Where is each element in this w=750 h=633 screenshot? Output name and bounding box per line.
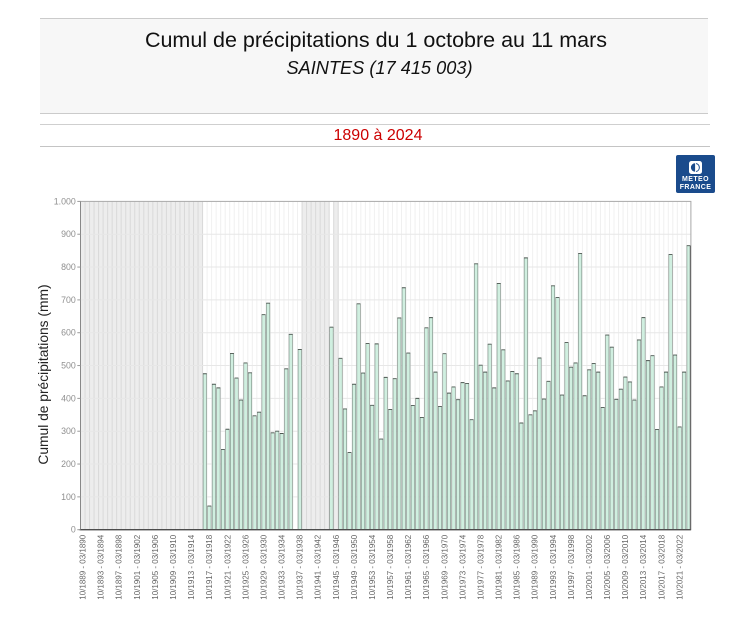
- svg-text:10/1969 - 03/1970: 10/1969 - 03/1970: [440, 534, 449, 599]
- svg-text:10/1913 - 03/1914: 10/1913 - 03/1914: [187, 534, 196, 599]
- svg-text:10/1897 - 03/1898: 10/1897 - 03/1898: [115, 534, 124, 599]
- svg-text:0: 0: [71, 525, 76, 535]
- svg-text:10/1901 - 03/1902: 10/1901 - 03/1902: [133, 534, 142, 599]
- svg-text:10/2013 - 03/2014: 10/2013 - 03/2014: [639, 534, 648, 599]
- svg-text:10/1889 - 03/1890: 10/1889 - 03/1890: [79, 534, 88, 599]
- svg-text:900: 900: [61, 229, 76, 239]
- svg-text:10/1925 - 03/1926: 10/1925 - 03/1926: [241, 534, 250, 599]
- svg-text:10/1921 - 03/1922: 10/1921 - 03/1922: [223, 534, 232, 599]
- svg-text:600: 600: [61, 328, 76, 338]
- svg-text:10/1977 - 03/1978: 10/1977 - 03/1978: [476, 534, 485, 599]
- svg-text:700: 700: [61, 295, 76, 305]
- svg-text:10/2005 - 03/2006: 10/2005 - 03/2006: [603, 534, 612, 599]
- svg-text:10/1965 - 03/1966: 10/1965 - 03/1966: [422, 534, 431, 599]
- svg-text:10/1909 - 03/1910: 10/1909 - 03/1910: [169, 534, 178, 599]
- svg-text:10/1953 - 03/1954: 10/1953 - 03/1954: [368, 534, 377, 599]
- svg-text:10/1993 - 03/1994: 10/1993 - 03/1994: [549, 534, 558, 599]
- svg-text:10/2009 - 03/2010: 10/2009 - 03/2010: [621, 534, 630, 599]
- svg-text:10/1893 - 03/1894: 10/1893 - 03/1894: [97, 534, 106, 599]
- svg-text:10/1997 - 03/1998: 10/1997 - 03/1998: [567, 534, 576, 599]
- svg-text:10/1945 - 03/1946: 10/1945 - 03/1946: [332, 534, 341, 599]
- svg-text:200: 200: [61, 459, 76, 469]
- svg-text:10/1929 - 03/1930: 10/1929 - 03/1930: [259, 534, 268, 599]
- svg-text:10/1981 - 03/1982: 10/1981 - 03/1982: [495, 534, 504, 599]
- svg-text:300: 300: [61, 426, 76, 436]
- svg-text:10/2017 - 03/2018: 10/2017 - 03/2018: [657, 534, 666, 599]
- svg-text:10/2021 - 03/2022: 10/2021 - 03/2022: [675, 534, 684, 599]
- svg-text:10/1937 - 03/1938: 10/1937 - 03/1938: [296, 534, 305, 599]
- svg-text:10/1949 - 03/1950: 10/1949 - 03/1950: [350, 534, 359, 599]
- svg-text:1.000: 1.000: [54, 196, 76, 206]
- svg-text:10/1933 - 03/1934: 10/1933 - 03/1934: [278, 534, 287, 599]
- svg-text:400: 400: [61, 393, 76, 403]
- svg-text:10/1905 - 03/1906: 10/1905 - 03/1906: [151, 534, 160, 599]
- svg-text:Cumul de précipitations (mm): Cumul de précipitations (mm): [36, 284, 51, 464]
- svg-text:10/1917 - 03/1918: 10/1917 - 03/1918: [205, 534, 214, 599]
- svg-text:10/1985 - 03/1986: 10/1985 - 03/1986: [513, 534, 522, 599]
- svg-text:10/1973 - 03/1974: 10/1973 - 03/1974: [458, 534, 467, 599]
- svg-text:10/1941 - 03/1942: 10/1941 - 03/1942: [314, 534, 323, 599]
- svg-text:10/1989 - 03/1990: 10/1989 - 03/1990: [531, 534, 540, 599]
- svg-text:500: 500: [61, 361, 76, 371]
- svg-text:800: 800: [61, 262, 76, 272]
- svg-text:10/1957 - 03/1958: 10/1957 - 03/1958: [386, 534, 395, 599]
- svg-text:100: 100: [61, 492, 76, 502]
- svg-text:10/1961 - 03/1962: 10/1961 - 03/1962: [404, 534, 413, 599]
- svg-text:10/2001 - 03/2002: 10/2001 - 03/2002: [585, 534, 594, 599]
